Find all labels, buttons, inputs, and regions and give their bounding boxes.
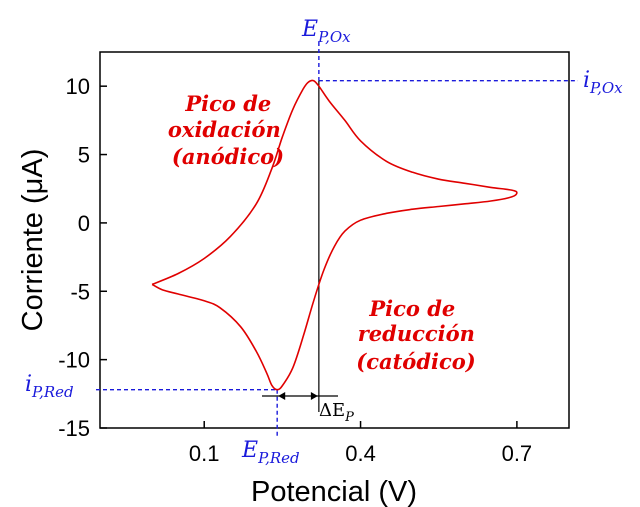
y-axis-label: Corriente (μA) (17, 149, 49, 332)
delta-e-arrowhead-right (310, 392, 318, 400)
y-tick-label: 10 (66, 74, 90, 99)
delta-e-arrowhead-left (278, 392, 286, 400)
x-tick-label: 0.1 (189, 441, 220, 466)
i-red-label: iP,Red (25, 372, 74, 401)
y-tick-label: 0 (78, 211, 90, 236)
guides-layer (96, 42, 578, 438)
cv-curve (151, 79, 518, 391)
ticks-layer: 10 5 0 -5 -10 -15 0.1 0.4 0.7 (58, 74, 532, 466)
plot-frame (99, 51, 570, 429)
reduction-label: Pico de reducción (catódico) (356, 296, 482, 374)
y-tick-label: -10 (58, 348, 90, 373)
e-red-label: EP,Red (241, 438, 300, 467)
x-tick-label: 0.7 (502, 441, 533, 466)
delta-e-label: ΔEP (319, 400, 354, 425)
oxidation-label: Pico de oxidación (anódico) (168, 91, 288, 169)
x-tick-label: 0.4 (345, 441, 376, 466)
y-tick-label: -5 (70, 279, 90, 304)
y-tick-label: 5 (78, 143, 90, 168)
x-axis-label: Potencial (V) (251, 476, 417, 507)
e-ox-label: EP,Ox (301, 17, 351, 46)
y-tick-label: -15 (58, 416, 90, 441)
i-ox-label: iP,Ox (583, 68, 623, 97)
